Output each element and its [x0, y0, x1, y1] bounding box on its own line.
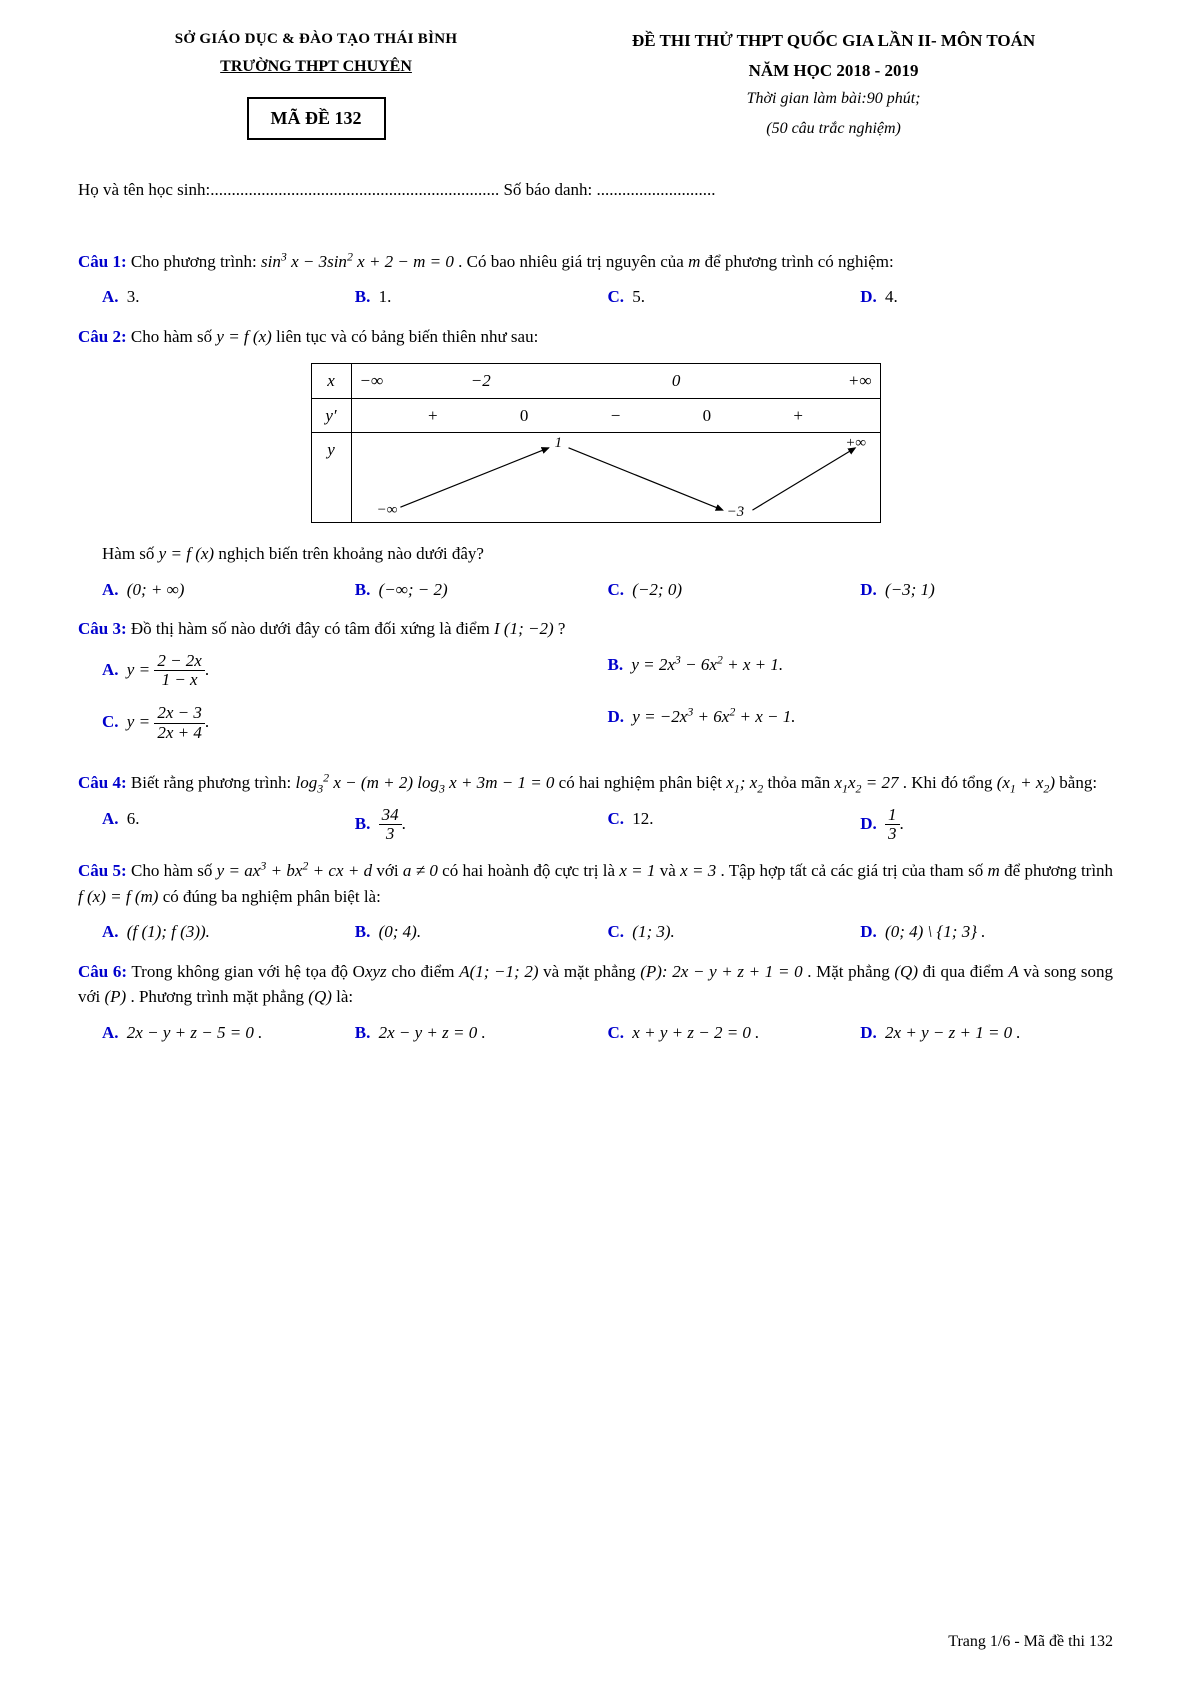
q1-ans-b: B. 1. — [355, 284, 608, 310]
y-row: y −∞ 1 −3 +∞ — [311, 433, 880, 523]
q5-ans-c: C. (1; 3). — [608, 919, 861, 945]
q1-text-before: Cho phương trình: — [131, 252, 261, 271]
q2-text2: liên tục và có bảng biến thiên như sau: — [276, 327, 538, 346]
question-label: Câu 3: — [78, 619, 127, 638]
question-5: Câu 5: Cho hàm số y = ax3 + bx2 + cx + d… — [78, 858, 1113, 909]
q2-ans-d: D. (−3; 1) — [860, 577, 1113, 603]
q6-ans-a: A. 2x − y + z − 5 = 0 . — [102, 1020, 355, 1046]
exam-time: Thời gian làm bài:90 phút; — [554, 87, 1113, 111]
question-6: Câu 6: Trong không gian với hệ tọa độ Ox… — [78, 959, 1113, 1010]
question-4: Câu 4: Biết rằng phương trình: log32 x −… — [78, 770, 1113, 796]
q2-eq: y = f (x) — [216, 327, 271, 346]
question-label: Câu 5: — [78, 861, 127, 880]
page-footer: Trang 1/6 - Mã đề thi 132 — [948, 1630, 1113, 1654]
variation-graph: −∞ 1 −3 +∞ — [352, 433, 880, 522]
question-2: Câu 2: Cho hàm số y = f (x) liên tục và … — [78, 324, 1113, 350]
question-label: Câu 1: — [78, 252, 127, 271]
school-name: TRƯỜNG THPT CHUYÊN — [78, 55, 554, 79]
q6-answers: A. 2x − y + z − 5 = 0 . B. 2x − y + z = … — [102, 1020, 1113, 1046]
q2-ans-b: B. (−∞; − 2) — [355, 577, 608, 603]
svg-text:−3: −3 — [726, 504, 743, 520]
q1-text-after: . Có bao nhiêu giá trị nguyên của — [458, 252, 688, 271]
exam-year: NĂM HỌC 2018 - 2019 — [554, 58, 1113, 84]
q4-ans-c: C. 12. — [608, 806, 861, 844]
question-1: Câu 1: Cho phương trình: sin3 x − 3sin2 … — [78, 249, 1113, 275]
q1-ans-a: A. 3. — [102, 284, 355, 310]
q1-text-end: để phương trình có nghiệm: — [705, 252, 894, 271]
question-count: (50 câu trắc nghiệm) — [554, 117, 1113, 141]
q2-text: Cho hàm số — [131, 327, 216, 346]
department-name: SỞ GIÁO DỤC & ĐÀO TẠO THÁI BÌNH — [78, 28, 554, 51]
q4-answers: A. 6. B. 343. C. 12. D. 13. — [102, 806, 1113, 844]
q1-ans-c: C. 5. — [608, 284, 861, 310]
q4-ans-a: A. 6. — [102, 806, 355, 844]
svg-text:+∞: +∞ — [845, 435, 866, 451]
q2-ans-a: A. (0; + ∞) — [102, 577, 355, 603]
svg-text:1: 1 — [554, 435, 561, 451]
q3-ans-c: C. y = 2x − 32x + 4. — [102, 704, 608, 742]
q5-ans-d: D. (0; 4) \ {1; 3} . — [860, 919, 1113, 945]
q3-ans-b: B. y = 2x3 − 6x2 + x + 1. — [608, 652, 1114, 690]
yprime-row: y′ + 0 − 0 + — [311, 398, 880, 433]
q2-prompt: Hàm số y = f (x) nghịch biến trên khoảng… — [102, 541, 1113, 567]
q3-answers: A. y = 2 − 2x1 − x. B. y = 2x3 − 6x2 + x… — [102, 652, 1113, 757]
variation-table: x −∞ −2 0 +∞ y′ + 0 − 0 + y — [311, 363, 881, 523]
q2-ans-c: C. (−2; 0) — [608, 577, 861, 603]
q5-answers: A. (f (1); f (3)). B. (0; 4). C. (1; 3).… — [102, 919, 1113, 945]
q5-ans-a: A. (f (1); f (3)). — [102, 919, 355, 945]
question-label: Câu 4: — [78, 773, 127, 792]
q3-ans-a: A. y = 2 − 2x1 − x. — [102, 652, 608, 690]
exam-title: ĐỀ THI THỬ THPT QUỐC GIA LẦN II- MÔN TOÁ… — [554, 28, 1113, 54]
x-row: x −∞ −2 0 +∞ — [311, 364, 880, 399]
q6-ans-b: B. 2x − y + z = 0 . — [355, 1020, 608, 1046]
q1-var: m — [688, 252, 700, 271]
student-info-line: Họ và tên học sinh:.....................… — [78, 177, 1113, 203]
q6-ans-c: C. x + y + z − 2 = 0 . — [608, 1020, 861, 1046]
q1-equation: sin3 x − 3sin2 x + 2 − m = 0 — [261, 252, 454, 271]
q1-ans-d: D. 4. — [860, 284, 1113, 310]
question-label: Câu 6: — [78, 962, 127, 981]
q6-ans-d: D. 2x + y − z + 1 = 0 . — [860, 1020, 1113, 1046]
question-3: Câu 3: Đồ thị hàm số nào dưới đây có tâm… — [78, 616, 1113, 642]
svg-text:−∞: −∞ — [376, 502, 397, 518]
q1-answers: A. 3. B. 1. C. 5. D. 4. — [102, 284, 1113, 310]
header: SỞ GIÁO DỤC & ĐÀO TẠO THÁI BÌNH TRƯỜNG T… — [78, 28, 1113, 141]
header-left: SỞ GIÁO DỤC & ĐÀO TẠO THÁI BÌNH TRƯỜNG T… — [78, 28, 554, 140]
exam-code: MÃ ĐỀ 132 — [247, 97, 386, 140]
q5-ans-b: B. (0; 4). — [355, 919, 608, 945]
q2-answers: A. (0; + ∞) B. (−∞; − 2) C. (−2; 0) D. (… — [102, 577, 1113, 603]
question-label: Câu 2: — [78, 327, 127, 346]
header-right: ĐỀ THI THỬ THPT QUỐC GIA LẦN II- MÔN TOÁ… — [554, 28, 1113, 141]
q4-ans-d: D. 13. — [860, 806, 1113, 844]
q4-ans-b: B. 343. — [355, 806, 608, 844]
q3-ans-d: D. y = −2x3 + 6x2 + x − 1. — [608, 704, 1114, 742]
